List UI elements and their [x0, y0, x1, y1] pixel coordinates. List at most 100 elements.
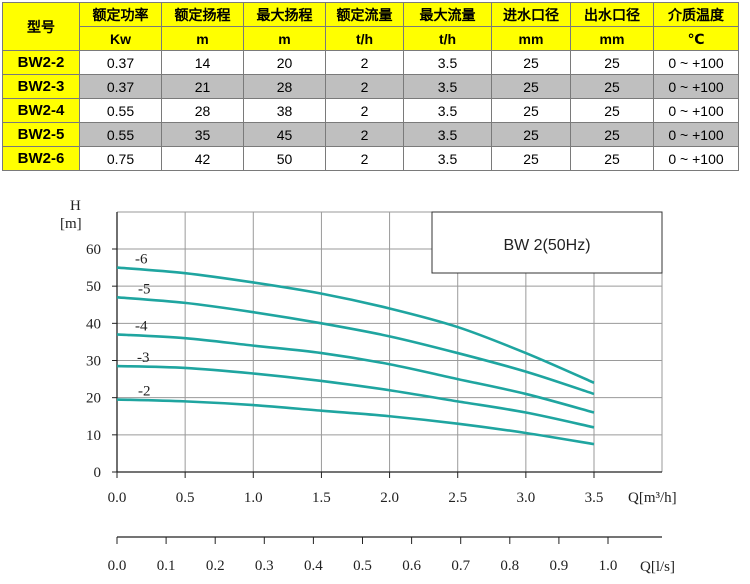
x2-tick-label: 0.3 [255, 558, 274, 574]
series-line-bw2-3 [116, 364, 595, 429]
table-cell: 0.37 [79, 74, 162, 99]
table-row: BW2-3 0.37 21 28 2 3.5 25 25 0 ~ +100 [2, 74, 739, 99]
y-tick-label: 40 [86, 316, 101, 332]
table-cell: 25 [491, 122, 571, 147]
series-label: -2 [138, 384, 151, 400]
x2-tick-label: 0.8 [500, 558, 519, 574]
header-cell: 介质温度 [653, 2, 739, 27]
x-tick-label: 2.0 [380, 490, 399, 506]
header-cell: 最大流量 [403, 2, 492, 27]
series-label: -4 [135, 318, 148, 334]
x2-tick-label: 0.1 [157, 558, 176, 574]
series-line-bw2-6 [116, 266, 595, 384]
y-tick-label: 50 [86, 279, 101, 295]
table-cell: 28 [161, 98, 244, 123]
table-cell: 0.37 [79, 50, 162, 75]
table-row: BW2-2 0.37 14 20 2 3.5 25 25 0 ~ +100 [2, 50, 739, 75]
table-cell: 25 [570, 98, 654, 123]
table-cell: 2 [325, 98, 404, 123]
table-cell: 3.5 [403, 50, 492, 75]
table-cell: 2 [325, 74, 404, 99]
table-cell: 2 [325, 50, 404, 75]
table-cell: 25 [491, 74, 571, 99]
header-unit-cell: m [161, 26, 244, 51]
x-tick-label: 0.5 [176, 490, 195, 506]
table-cell: 0 ~ +100 [653, 74, 739, 99]
x-tick-label: 3.0 [516, 490, 535, 506]
table-cell: 14 [161, 50, 244, 75]
x-tick-label: 3.5 [585, 490, 604, 506]
table-cell: 28 [243, 74, 326, 99]
header-unit-cell: Kw [79, 26, 162, 51]
table-cell: 25 [570, 74, 654, 99]
x-axis-label: Q[m³/h] [628, 490, 677, 506]
table-cell: 0.55 [79, 98, 162, 123]
table-cell: 0 ~ +100 [653, 122, 739, 147]
table-row: BW2-6 0.75 42 50 2 3.5 25 25 0 ~ +100 [2, 146, 739, 171]
table-cell: 3.5 [403, 98, 492, 123]
header-model: 型号 [2, 2, 80, 51]
table-cell: 25 [491, 50, 571, 75]
x2-tick-label: 0.6 [402, 558, 421, 574]
table-cell: 21 [161, 74, 244, 99]
header-unit-cell: t/h [403, 26, 492, 51]
x-tick-label: 1.0 [244, 490, 263, 506]
table-header-row: 型号 额定功率 额定扬程 最大扬程 额定流量 最大流量 进水口径 出水口径 介质温度 [2, 2, 739, 51]
series-line-bw2-4 [116, 333, 595, 414]
series-line-bw2-2 [116, 398, 595, 446]
y-axis-label: H [70, 198, 81, 214]
x-tick-label: 1.5 [312, 490, 331, 506]
table-cell: 20 [243, 50, 326, 75]
x-tick-label: 2.5 [448, 490, 467, 506]
series-label: -3 [137, 350, 150, 366]
table-cell: 25 [491, 98, 571, 123]
model-cell: BW2-5 [2, 122, 80, 147]
model-cell: BW2-6 [2, 146, 80, 171]
y-axis-unit: [m] [60, 216, 82, 232]
table-row: BW2-4 0.55 28 38 2 3.5 25 25 0 ~ +100 [2, 98, 739, 123]
spec-table: 型号 额定功率 额定扬程 最大扬程 额定流量 最大流量 进水口径 出水口径 介质温度 Kw m m t… [2, 2, 739, 171]
model-cell: BW2-3 [2, 74, 80, 99]
x2-tick-label: 0.9 [550, 558, 569, 574]
chart-tick-labels: 0 10 20 30 40 50 60 0.0 0.5 1.0 1.5 2.0 2.5 3.0 3.5 0.0… [86, 242, 617, 574]
table-unit-row: Kw m m t/h t/h mm mm ℃ [3, 26, 739, 51]
y-tick-label: 0 [94, 465, 102, 481]
table-cell: 25 [570, 146, 654, 171]
x2-tick-label: 1.0 [599, 558, 618, 574]
table-cell: 0 ~ +100 [653, 50, 739, 75]
table-cell: 25 [570, 122, 654, 147]
x2-tick-label: 0.7 [451, 558, 470, 574]
x2-tick-label: 0.4 [304, 558, 323, 574]
series-label: -6 [135, 252, 148, 268]
y-tick-label: 30 [86, 354, 101, 370]
table-cell: 3.5 [403, 146, 492, 171]
chart-series-labels: -6 -5 -4 -3 -2 [135, 252, 151, 400]
table-cell: 0.75 [79, 146, 162, 171]
model-cell: BW2-2 [2, 50, 80, 75]
y-tick-label: 20 [86, 391, 101, 407]
table-cell: 25 [491, 146, 571, 171]
header-cell: 额定流量 [325, 2, 404, 27]
x2-tick-label: 0.0 [108, 558, 127, 574]
chart-series [116, 266, 595, 446]
chart-axes [112, 212, 662, 544]
table-cell: 2 [325, 122, 404, 147]
header-unit-cell: mm [491, 26, 571, 51]
chart-title: BW 2(50Hz) [503, 237, 590, 254]
header-cell: 进水口径 [491, 2, 571, 27]
chart-title-box [431, 211, 663, 274]
table-cell: 25 [570, 50, 654, 75]
x2-tick-label: 0.2 [206, 558, 225, 574]
table-body: BW2-2 0.37 14 20 2 3.5 25 25 0 ~ +100 BW2-3 0.37 21… [2, 50, 739, 171]
y-tick-label: 60 [86, 242, 101, 258]
x2-tick-label: 0.5 [353, 558, 372, 574]
table-cell: 50 [243, 146, 326, 171]
x-tick-label: 0.0 [108, 490, 127, 506]
x2-axis-label: Q[l/s] [640, 559, 675, 575]
header-cell: 出水口径 [570, 2, 654, 27]
table-cell: 2 [325, 146, 404, 171]
series-line-bw2-5 [116, 296, 595, 396]
series-label: -5 [138, 281, 151, 297]
y-tick-label: 10 [86, 428, 101, 444]
